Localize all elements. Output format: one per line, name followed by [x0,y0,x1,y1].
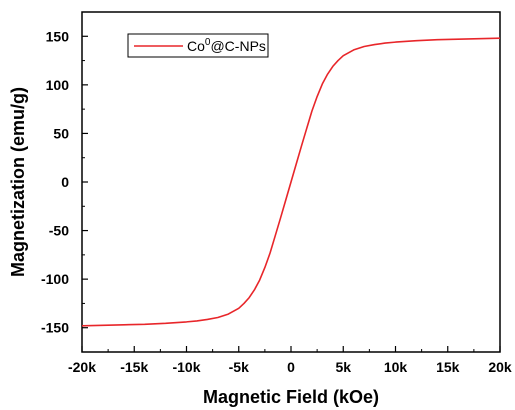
y-tick-label: 50 [53,125,69,141]
x-tick-label: 5k [335,359,351,375]
series-line [81,37,501,327]
legend-label: Co0@C-NPs [187,37,266,54]
legend: Co0@C-NPs [127,33,269,58]
series-layer [81,37,501,327]
x-axis-title: Magnetic Field (kOe) [203,387,379,407]
y-axis-ticks: -150 -100 -50 0 50 100 150 [41,11,88,353]
x-tick-label: -5k [229,359,249,375]
x-tick-label: 10k [384,359,408,375]
x-tick-label: -10k [172,359,200,375]
y-tick-label: 150 [46,28,70,44]
y-tick-label: 0 [61,174,69,190]
x-tick-label: -15k [120,359,148,375]
x-tick-label: -20k [68,359,96,375]
x-tick-label: 20k [488,359,512,375]
y-tick-label: -50 [49,223,69,239]
x-tick-label: 15k [436,359,460,375]
y-tick-label: 100 [46,77,70,93]
y-axis-title: Magnetization (emu/g) [8,87,28,277]
y-tick-label: -100 [41,271,69,287]
legend-box [127,33,269,58]
x-tick-label: 0 [287,359,295,375]
y-tick-label: -150 [41,320,69,336]
x-axis-ticks: -20k -15k -10k -5k 0 5k 10k 15k 20k [68,346,512,375]
